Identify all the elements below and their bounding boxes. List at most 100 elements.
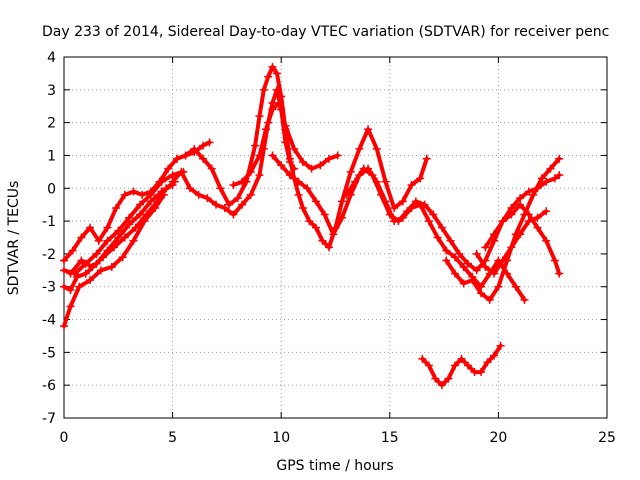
data-point-marker [181,151,190,160]
plot-frame [63,56,608,419]
data-point-marker [229,210,238,219]
data-point-marker [199,141,208,150]
series-line [62,183,175,292]
data-point-marker [324,243,333,252]
data-point-marker [246,190,255,199]
y-tick-label: -2 [42,247,56,263]
series-sat-m [481,200,564,278]
data-point-marker [60,266,68,275]
data-point-marker [142,210,151,219]
data-point-marker [81,269,90,278]
data-point-marker [75,282,84,291]
data-point-marker [437,223,446,232]
data-point-marker [255,171,264,180]
data-point-marker [185,184,194,193]
data-point-marker [277,161,286,170]
data-point-marker [542,177,551,186]
data-point-marker [533,213,542,222]
data-point-marker [86,276,95,285]
y-tick-label: 0 [47,181,56,197]
series-line [270,153,527,302]
y-tick-label: -7 [42,411,56,427]
data-point-marker [359,164,368,173]
data-point-marker [68,246,77,255]
data-point-marker [477,289,486,298]
data-point-marker [316,161,325,170]
data-point-marker [424,217,433,226]
data-point-marker [346,167,355,176]
data-point-marker [255,112,264,121]
data-point-marker [496,341,505,350]
data-point-marker [88,263,97,272]
y-tick-label: 3 [47,83,56,99]
data-point-marker [73,272,82,281]
data-point-marker [494,282,503,291]
data-point-marker [285,154,294,163]
data-point-marker [398,197,407,206]
data-point-marker [450,361,459,370]
data-point-marker [546,164,555,173]
data-point-marker [542,207,551,216]
data-point-marker [305,217,314,226]
x-tick-label: 20 [489,430,507,446]
data-point-marker [125,220,134,229]
series-line [483,202,562,276]
data-point-marker [60,322,68,331]
data-point-marker [136,200,145,209]
series-sat-e [66,177,179,278]
data-point-marker [355,144,364,153]
data-point-marker [338,197,347,206]
series-layer [60,62,564,390]
y-tick-label: -3 [42,280,56,296]
data-point-marker [246,167,255,176]
series-sat-h [229,98,342,189]
data-point-marker [60,282,68,291]
data-point-marker [96,266,105,275]
data-point-marker [372,144,381,153]
data-point-marker [444,374,453,383]
data-point-marker [99,253,108,262]
data-point-marker [555,154,564,163]
data-point-marker [463,259,472,268]
data-point-marker [431,374,440,383]
data-point-marker [225,200,234,209]
data-point-marker [385,210,394,219]
data-point-marker [66,269,75,278]
data-point-marker [207,164,216,173]
data-point-marker [516,200,525,209]
data-point-marker [66,302,75,311]
data-point-marker [86,223,95,232]
data-point-marker [424,361,433,370]
series-sat-i [268,151,529,304]
data-point-marker [507,243,516,252]
x-tick-label: 15 [381,430,399,446]
data-point-marker [524,187,533,196]
data-point-marker [164,164,173,173]
data-point-marker [60,256,68,265]
data-point-marker [520,295,529,304]
data-point-marker [77,256,86,265]
chart-title: Day 233 of 2014, Sidereal Day-to-day VTE… [42,24,609,40]
data-point-marker [338,213,347,222]
data-point-marker [205,138,214,147]
x-tick-label: 0 [60,430,69,446]
data-point-marker [463,361,472,370]
data-point-marker [194,190,203,199]
data-point-marker [259,85,268,94]
data-point-marker [511,282,520,291]
data-point-marker [368,171,377,180]
data-point-marker [472,249,481,258]
y-tick-label: 2 [47,116,56,132]
y-tick-label: 1 [47,148,56,164]
data-point-marker [162,184,171,193]
data-point-marker [281,121,290,130]
data-point-marker [131,223,140,232]
data-point-marker [157,177,166,186]
data-point-marker [294,177,303,186]
data-point-marker [485,295,494,304]
data-point-marker [455,249,464,258]
data-point-marker [490,230,499,239]
data-point-marker [483,358,492,367]
y-tick-label: -4 [42,313,56,329]
data-point-marker [411,197,420,206]
